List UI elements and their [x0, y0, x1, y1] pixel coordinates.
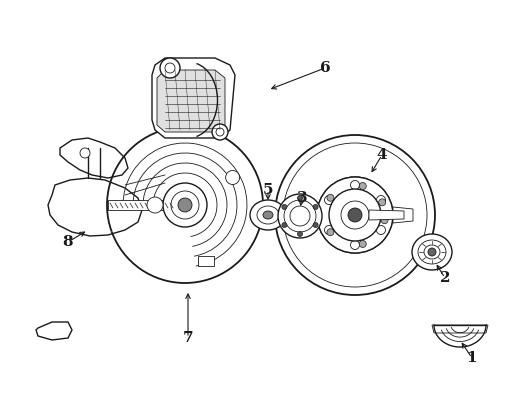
Text: 1: 1: [467, 351, 478, 365]
Circle shape: [351, 180, 360, 189]
Circle shape: [313, 204, 318, 209]
Circle shape: [212, 124, 228, 140]
Circle shape: [147, 197, 163, 213]
Circle shape: [290, 206, 310, 226]
Circle shape: [178, 198, 192, 212]
Circle shape: [428, 248, 436, 256]
Text: 5: 5: [263, 183, 273, 197]
Circle shape: [351, 240, 360, 249]
Circle shape: [327, 229, 334, 236]
Circle shape: [313, 222, 318, 227]
Text: 4: 4: [377, 148, 387, 162]
Circle shape: [282, 204, 287, 209]
Circle shape: [171, 191, 199, 219]
Circle shape: [317, 177, 393, 253]
Polygon shape: [157, 70, 225, 132]
Text: 6: 6: [320, 61, 330, 75]
Circle shape: [216, 128, 224, 136]
Ellipse shape: [257, 206, 279, 224]
Polygon shape: [48, 178, 142, 236]
Circle shape: [165, 63, 175, 73]
Ellipse shape: [412, 234, 452, 270]
Circle shape: [317, 177, 393, 253]
Circle shape: [325, 196, 334, 204]
Polygon shape: [393, 207, 413, 223]
Circle shape: [359, 182, 366, 189]
Polygon shape: [152, 58, 235, 138]
Polygon shape: [434, 325, 486, 347]
Text: 7: 7: [183, 331, 194, 345]
Circle shape: [160, 58, 180, 78]
Polygon shape: [369, 210, 404, 220]
Circle shape: [226, 171, 240, 184]
Circle shape: [80, 148, 90, 158]
Circle shape: [107, 127, 263, 283]
Polygon shape: [432, 325, 488, 333]
Circle shape: [359, 240, 366, 247]
Polygon shape: [60, 138, 128, 178]
Ellipse shape: [418, 240, 446, 264]
Circle shape: [275, 135, 435, 295]
Circle shape: [163, 183, 207, 227]
Circle shape: [376, 225, 386, 234]
Circle shape: [284, 200, 316, 232]
Circle shape: [325, 225, 334, 234]
Circle shape: [378, 199, 386, 206]
Ellipse shape: [263, 211, 273, 219]
Circle shape: [275, 135, 435, 295]
Text: 2: 2: [440, 271, 450, 285]
Text: 8: 8: [62, 235, 73, 249]
Circle shape: [376, 196, 386, 204]
Ellipse shape: [250, 200, 286, 230]
Polygon shape: [198, 256, 213, 266]
Circle shape: [329, 189, 381, 241]
Circle shape: [298, 196, 302, 200]
Circle shape: [298, 231, 302, 236]
Circle shape: [348, 208, 362, 222]
Polygon shape: [36, 322, 72, 340]
Circle shape: [283, 143, 427, 287]
Polygon shape: [108, 200, 175, 210]
Circle shape: [282, 222, 287, 227]
Circle shape: [341, 201, 369, 229]
Text: 3: 3: [297, 191, 307, 205]
Circle shape: [327, 194, 334, 201]
Ellipse shape: [424, 245, 440, 259]
Circle shape: [278, 194, 322, 238]
Circle shape: [381, 217, 388, 224]
